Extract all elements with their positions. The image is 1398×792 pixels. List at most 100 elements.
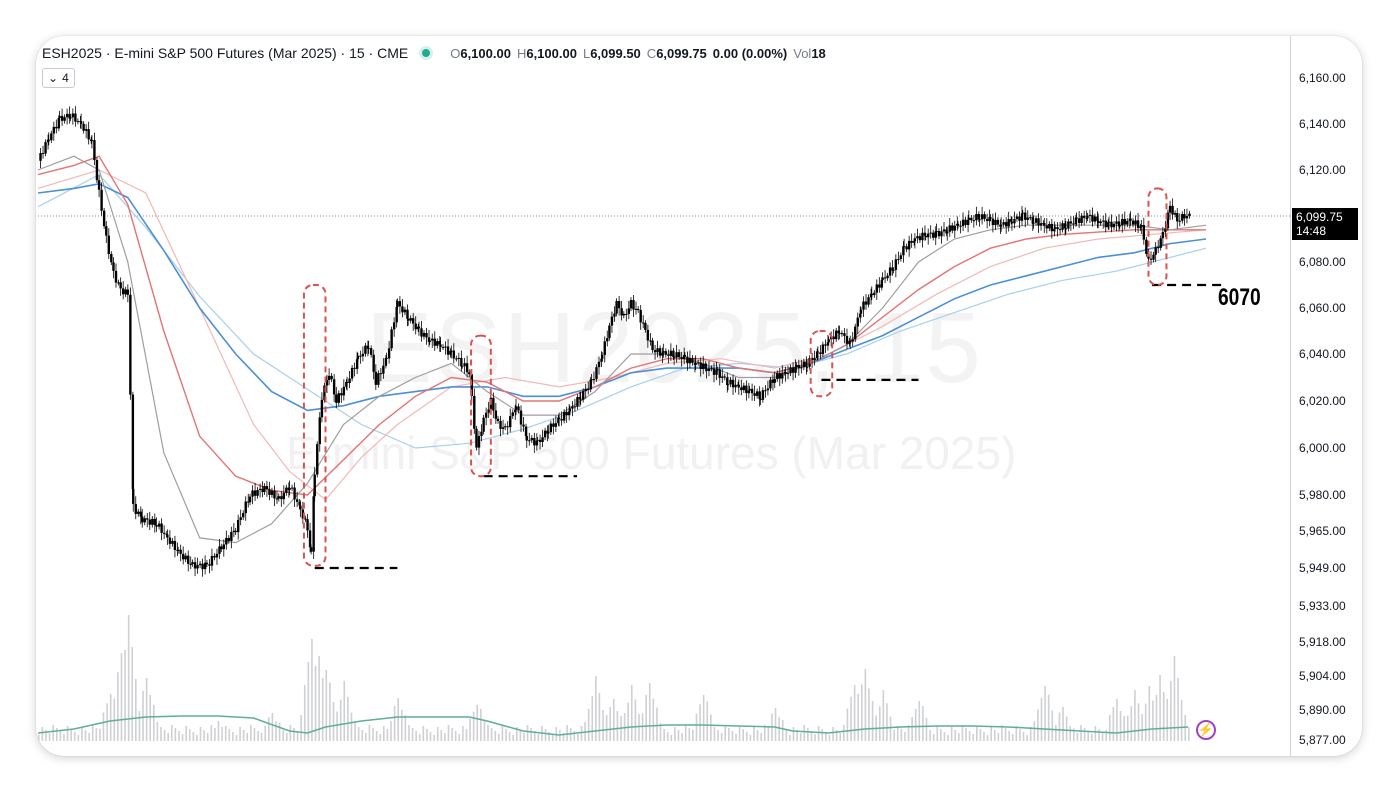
volume-bar (311, 639, 313, 741)
price-tick-label: 5,890.00 (1299, 703, 1346, 717)
volume-bar (436, 727, 439, 741)
candle-body (945, 229, 948, 234)
candle-body (579, 399, 582, 401)
candle-body (662, 351, 665, 353)
indicators-collapse-button[interactable]: ⌄ 4 (42, 68, 75, 88)
candle-body (932, 232, 935, 238)
candle-body (139, 511, 142, 517)
volume-bar (1083, 728, 1086, 741)
volume-bar (530, 728, 532, 741)
candle-body (102, 210, 106, 227)
candle-body (843, 333, 846, 336)
volume-bar (684, 725, 687, 741)
symbol-title[interactable]: ESH2025 · E-mini S&P 500 Futures (Mar 20… (42, 45, 409, 61)
market-status-icon (422, 49, 431, 57)
candle-body (153, 518, 156, 526)
volume-bar (48, 733, 51, 741)
candle-body (496, 418, 500, 421)
candle-body (295, 499, 299, 502)
volume-bar (706, 701, 709, 741)
volume-bar (515, 727, 518, 741)
candle-body (275, 498, 279, 500)
candle-body (76, 121, 80, 123)
candle-body (121, 288, 125, 295)
volume-bar (411, 728, 414, 741)
vol-label: Vol (793, 45, 812, 61)
candle-body (696, 362, 700, 364)
volume-bar (250, 725, 252, 741)
volume-bar (868, 688, 870, 741)
candle-body (989, 216, 992, 219)
volume-bar (878, 706, 881, 741)
highlight-box (809, 330, 834, 398)
candle-body (953, 225, 956, 231)
candle-body (946, 231, 949, 234)
volume-bar (1051, 710, 1054, 741)
candle-body (71, 113, 75, 118)
candle-body (93, 140, 96, 161)
candle-body (562, 411, 566, 421)
volume-bar (943, 732, 946, 741)
volume-bar (185, 726, 187, 741)
volume-bar (1033, 721, 1036, 741)
candle-body (506, 426, 509, 428)
candle-body (290, 487, 294, 489)
volume-bar (577, 734, 579, 741)
volume-bar (979, 729, 982, 741)
candle-body (1064, 228, 1068, 230)
candle-body (396, 301, 399, 307)
candle-body (554, 423, 558, 427)
volume-bar (947, 735, 949, 741)
candle-body (492, 397, 495, 411)
candle-body (95, 160, 99, 181)
candle-body (980, 214, 984, 220)
volume-bar (242, 730, 245, 741)
ma-red-line (37, 155, 1206, 496)
volume-bar (950, 727, 953, 741)
candle-body (463, 363, 466, 367)
candle-body (615, 301, 618, 314)
volume-bar (1144, 703, 1147, 741)
candle-body (547, 432, 550, 434)
candle-body (119, 282, 122, 289)
volume-bar (1105, 730, 1107, 741)
candle-body (44, 142, 47, 154)
candle-body (636, 308, 640, 311)
volume-bar (149, 695, 152, 741)
volume-bar (958, 733, 960, 741)
volume-bar (972, 734, 974, 741)
candle-body (610, 316, 614, 326)
candle-body (702, 363, 705, 370)
candle-body (384, 357, 388, 366)
price-axis[interactable]: 6,160.00 6,140.00 6,120.00 6,080.00 6,060.00… (1290, 36, 1362, 756)
lightning-icon[interactable]: ⚡ (1196, 720, 1216, 740)
candle-body (1142, 225, 1146, 240)
candle-body (675, 352, 678, 358)
volume-bar (487, 725, 489, 741)
ma-lightblue-line (37, 173, 1207, 449)
volume-bar (681, 733, 683, 741)
candle-body (168, 537, 172, 544)
volume-bar (1130, 706, 1133, 741)
candle-body (581, 391, 585, 400)
volume-bar (221, 726, 223, 741)
candle-body (522, 424, 525, 427)
candle-body (52, 126, 56, 134)
price-chart[interactable] (36, 36, 1362, 756)
candle-body (367, 348, 370, 350)
high-label: H (516, 45, 527, 61)
candle-body (220, 546, 223, 550)
volume-bar (465, 729, 468, 741)
candle-body (449, 351, 452, 355)
volume-bar (893, 729, 895, 741)
candle-body (348, 378, 351, 384)
indicator-count: 4 (62, 71, 69, 85)
candle-body (538, 439, 542, 442)
candle-body (179, 549, 182, 554)
volume-bar (843, 725, 845, 741)
candle-body (718, 369, 721, 378)
volume-bar (997, 733, 1000, 741)
volume-bar (587, 709, 590, 741)
candle-body (482, 417, 485, 432)
candle-body (181, 553, 185, 560)
